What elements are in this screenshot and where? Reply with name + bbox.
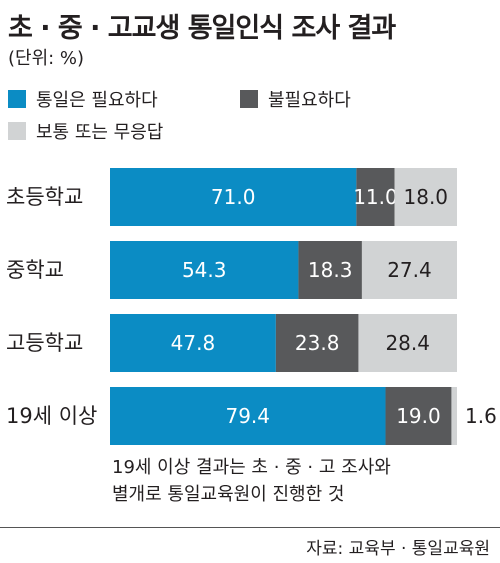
legend-label-unnecessary: 불필요하다 <box>268 90 351 111</box>
data-label-s2-cat-0: 18.0 <box>404 185 449 209</box>
bar-segment-s0-cat-2 <box>110 314 276 372</box>
data-label-s0-cat-3: 79.4 <box>225 404 270 428</box>
data-label-s1-cat-0: 11.0 <box>353 185 398 209</box>
data-label-s1-cat-3: 19.0 <box>396 404 441 428</box>
source-credit: 자료: 교육부 · 통일교육원 <box>306 539 490 559</box>
category-label-cat-2: 고등학교 <box>6 331 83 355</box>
legend-swatch-neutral <box>8 122 26 140</box>
bar-segment-s2-cat-3 <box>451 387 457 445</box>
data-label-s0-cat-0: 71.0 <box>211 185 256 209</box>
chart-note: 19세 이상 결과는 초 · 중 · 고 조사와 별개로 통일교육원이 진행한 … <box>112 454 391 508</box>
data-label-s2-cat-1: 27.4 <box>387 258 432 282</box>
chart-title: 초 · 중 · 고교생 통일인식 조사 결과 <box>8 13 396 44</box>
bar-segment-s0-cat-1 <box>110 241 299 299</box>
bar-segment-s0-cat-0 <box>110 168 357 226</box>
data-label-s2-cat-3: 1.6 <box>465 404 497 428</box>
legend-swatch-necessary <box>8 90 26 108</box>
unit-label: (단위: %) <box>8 48 85 69</box>
bar-segment-s2-cat-1 <box>361 241 457 299</box>
category-label-cat-1: 중학교 <box>6 258 64 282</box>
legend-label-neutral: 보통 또는 무응답 <box>36 122 164 143</box>
data-label-s1-cat-1: 18.3 <box>308 258 353 282</box>
bar-segment-s1-cat-0 <box>356 168 395 226</box>
legend-item-necessary: 통일은 필요하다 <box>8 86 158 112</box>
footer-divider <box>0 527 500 528</box>
legend-item-neutral: 보통 또는 무응답 <box>8 118 163 144</box>
data-label-s0-cat-1: 54.3 <box>182 258 227 282</box>
data-label-s1-cat-2: 23.8 <box>295 331 340 355</box>
bar-segment-s1-cat-2 <box>275 314 359 372</box>
bar-segment-s1-cat-1 <box>298 241 362 299</box>
data-label-s0-cat-2: 47.8 <box>171 331 216 355</box>
bar-segment-s2-cat-0 <box>394 168 457 226</box>
chart-note-line-2: 별개로 통일교육원이 진행한 것 <box>112 484 345 505</box>
legend-swatch-unnecessary <box>240 90 258 108</box>
chart-note-line-1: 19세 이상 결과는 초 · 중 · 고 조사와 <box>112 457 391 478</box>
legend-label-necessary: 통일은 필요하다 <box>36 90 158 111</box>
category-label-cat-3: 19세 이상 <box>6 404 97 428</box>
legend-item-unnecessary: 불필요하다 <box>240 86 351 112</box>
bar-segment-s2-cat-2 <box>358 314 457 372</box>
category-label-cat-0: 초등학교 <box>6 185 83 209</box>
bar-segment-s0-cat-3 <box>110 387 386 445</box>
bar-segment-s1-cat-3 <box>385 387 452 445</box>
data-label-s2-cat-2: 28.4 <box>385 331 430 355</box>
